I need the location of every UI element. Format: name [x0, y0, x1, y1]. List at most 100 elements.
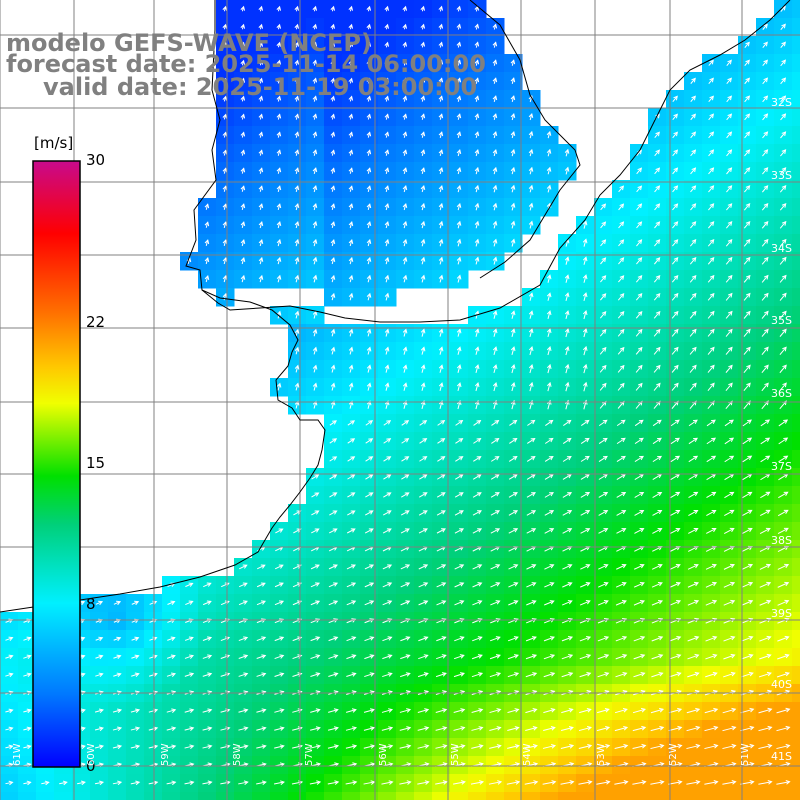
wind-vector-arrow — [778, 491, 789, 499]
wind-vector-arrow — [759, 635, 772, 642]
wind-vector-arrow — [546, 166, 552, 175]
wind-vector-arrow — [474, 184, 480, 193]
wind-vector-arrow — [384, 203, 390, 211]
wind-vector-arrow — [438, 131, 444, 138]
wind-vector-arrow — [453, 708, 466, 713]
wind-vector-arrow — [454, 510, 464, 516]
wind-vector-arrow — [329, 438, 338, 444]
wind-vector-arrow — [363, 708, 375, 713]
wind-speed-cell — [792, 720, 800, 739]
wind-vector-arrow — [671, 364, 679, 373]
wind-vector-arrow — [690, 185, 697, 193]
wind-vector-arrow — [276, 95, 282, 102]
wind-vector-arrow — [400, 672, 411, 678]
wind-vector-arrow — [420, 185, 426, 193]
wind-vector-arrow — [204, 257, 210, 265]
wind-vector-arrow — [420, 113, 426, 120]
wind-vector-arrow — [312, 41, 318, 48]
wind-vector-arrow — [743, 382, 751, 392]
wind-vector-arrow — [669, 563, 681, 570]
wind-vector-arrow — [690, 221, 697, 229]
wind-vector-arrow — [384, 346, 390, 355]
wind-vector-arrow — [348, 131, 354, 138]
wind-vector-arrow — [455, 420, 464, 426]
wind-speed-cell — [792, 702, 800, 721]
wind-vector-arrow — [327, 744, 340, 749]
wind-vector-arrow — [330, 256, 336, 265]
wind-vector-arrow — [274, 654, 285, 660]
wind-vector-arrow — [650, 743, 665, 750]
wind-vector-arrow — [419, 474, 428, 480]
wind-vector-arrow — [760, 491, 771, 499]
wind-vector-arrow — [544, 564, 555, 570]
wind-vector-arrow — [348, 185, 354, 192]
wind-vector-arrow — [524, 744, 538, 749]
wind-vector-arrow — [238, 708, 249, 713]
wind-speed-cell — [126, 792, 145, 800]
latitude-label: 35S — [771, 314, 792, 327]
wind-vector-arrow — [670, 527, 681, 534]
wind-vector-arrow — [381, 726, 394, 731]
wind-vector-arrow — [312, 382, 318, 391]
wind-vector-arrow — [420, 167, 426, 175]
colorbar-tick-label: 8 — [86, 595, 96, 614]
wind-vector-arrow — [492, 131, 498, 139]
wind-vector-arrow — [456, 41, 462, 48]
wind-vector-arrow — [776, 671, 790, 678]
wind-vector-arrow — [330, 59, 336, 66]
wind-vector-arrow — [310, 672, 321, 677]
wind-vector-arrow — [312, 95, 318, 102]
wind-vector-arrow — [222, 203, 228, 210]
wind-vector-arrow — [471, 708, 484, 714]
wind-vector-arrow — [276, 23, 282, 30]
wind-vector-arrow — [95, 636, 104, 642]
wind-vector-arrow — [492, 310, 498, 319]
wind-vector-arrow — [294, 131, 300, 138]
wind-speed-cell — [738, 792, 757, 800]
wind-vector-arrow — [418, 510, 428, 516]
wind-vector-arrow — [402, 59, 408, 66]
wind-vector-arrow — [670, 419, 680, 427]
wind-vector-arrow — [453, 780, 466, 785]
wind-vector-arrow — [435, 744, 448, 749]
wind-vector-arrow — [741, 581, 754, 588]
wind-vector-arrow — [561, 636, 574, 642]
wind-vector-arrow — [651, 653, 664, 660]
wind-vector-arrow — [364, 600, 375, 606]
wind-vector-arrow — [402, 77, 408, 84]
wind-vector-arrow — [654, 167, 661, 175]
wind-speed-cell — [792, 630, 800, 649]
wind-vector-arrow — [687, 563, 699, 570]
wind-vector-arrow — [366, 185, 372, 192]
latitude-label: 32S — [771, 96, 792, 109]
wind-vector-arrow — [112, 708, 123, 714]
wind-vector-arrow — [184, 780, 195, 786]
wind-vector-arrow — [579, 636, 592, 642]
wind-vector-arrow — [366, 95, 372, 102]
wind-vector-arrow — [456, 382, 462, 392]
wind-vector-arrow — [345, 744, 358, 749]
wind-vector-arrow — [597, 600, 609, 606]
wind-vector-arrow — [743, 274, 751, 283]
wind-vector-arrow — [472, 582, 483, 588]
wind-vector-arrow — [310, 636, 321, 642]
wind-vector-arrow — [240, 131, 246, 138]
wind-speed-cell — [792, 126, 800, 145]
wind-vector-arrow — [238, 600, 248, 606]
wind-vector-arrow — [256, 654, 267, 659]
wind-vector-arrow — [579, 672, 592, 678]
wind-vector-arrow — [330, 382, 336, 391]
wind-vector-arrow — [690, 95, 696, 103]
wind-vector-arrow — [510, 238, 516, 247]
wind-vector-arrow — [743, 328, 751, 337]
wind-vector-arrow — [708, 167, 715, 175]
wind-vector-arrow — [723, 581, 736, 588]
wind-vector-arrow — [148, 780, 159, 786]
colorbar-tick-label: 15 — [86, 454, 106, 472]
wind-vector-arrow — [240, 59, 246, 66]
title-model: modelo GEFS-WAVE (NCEP) — [6, 29, 372, 57]
wind-vector-arrow — [779, 364, 787, 374]
wind-vector-arrow — [705, 671, 718, 678]
wind-vector-arrow — [436, 600, 447, 606]
wind-vector-arrow — [669, 635, 682, 642]
